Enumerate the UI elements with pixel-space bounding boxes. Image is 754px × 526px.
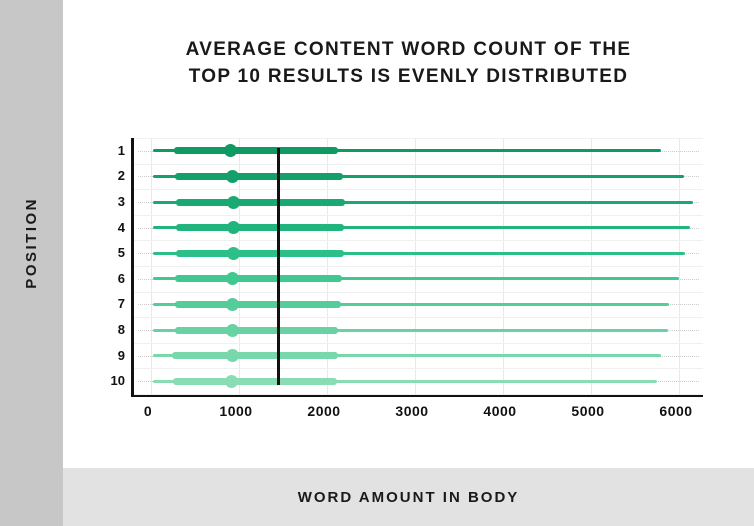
horizontal-gridline — [134, 342, 703, 344]
y-tick-label-4: 4 — [117, 219, 125, 235]
range-line-position-5 — [152, 251, 686, 255]
range-line-position-6 — [152, 277, 679, 281]
average-line — [277, 147, 281, 386]
horizontal-gridline — [134, 291, 703, 293]
mean-dot-position-7 — [226, 297, 240, 311]
y-tick-label-7: 7 — [117, 296, 125, 312]
horizontal-gridline — [134, 214, 703, 216]
y-axis-title: POSITION — [23, 197, 40, 289]
horizontal-gridline — [134, 394, 703, 395]
mean-dot-position-3 — [226, 195, 240, 209]
range-line-position-2 — [152, 174, 685, 178]
x-axis-title-band: WORD AMOUNT IN BODY — [63, 468, 754, 526]
x-tick-label-0: 0 — [143, 403, 153, 419]
mean-dot-position-8 — [225, 323, 239, 337]
x-tick-label-5000: 5000 — [571, 403, 605, 419]
mean-dot-position-1 — [223, 144, 237, 158]
y-tick-label-6: 6 — [117, 270, 125, 286]
y-tick-label-9: 9 — [117, 347, 125, 363]
horizontal-gridline — [134, 368, 703, 370]
mean-dot-position-4 — [226, 221, 240, 235]
iqr-bar-position-2 — [175, 172, 343, 180]
iqr-bar-position-5 — [175, 249, 344, 257]
horizontal-gridline — [134, 163, 703, 165]
chart-title: AVERAGE CONTENT WORD COUNT OF THE TOP 10… — [63, 36, 754, 90]
horizontal-gridline — [134, 266, 703, 267]
range-line-position-3 — [152, 200, 694, 204]
iqr-bar-position-4 — [175, 224, 344, 232]
chart-title-line1: AVERAGE CONTENT WORD COUNT OF THE — [185, 39, 632, 60]
range-line-position-1 — [152, 149, 662, 153]
horizontal-gridline — [134, 138, 703, 139]
y-tick-label-10: 10 — [110, 373, 125, 389]
x-tick-label-4000: 4000 — [483, 403, 517, 419]
range-line-position-8 — [152, 328, 669, 332]
iqr-bar-position-3 — [175, 198, 346, 206]
horizontal-gridline — [134, 317, 703, 319]
y-tick-label-5: 5 — [117, 245, 125, 261]
iqr-bar-position-8 — [175, 326, 339, 334]
mean-dot-position-9 — [225, 349, 239, 363]
range-line-position-9 — [152, 354, 662, 358]
y-tick-label-1: 1 — [117, 142, 125, 158]
plot-area — [131, 138, 703, 397]
x-tick-label-6000: 6000 — [659, 403, 693, 419]
iqr-bar-position-7 — [174, 300, 342, 308]
iqr-bar-position-1 — [173, 147, 339, 155]
mean-dot-position-6 — [226, 272, 240, 286]
range-line-position-4 — [152, 226, 690, 230]
mean-dot-position-10 — [225, 374, 239, 388]
iqr-bar-position-6 — [175, 275, 342, 283]
y-axis-title-band: POSITION — [0, 0, 63, 526]
x-tick-label-2000: 2000 — [307, 403, 341, 419]
mean-dot-position-2 — [226, 169, 240, 183]
x-tick-label-3000: 3000 — [395, 403, 429, 419]
mean-dot-position-5 — [226, 246, 240, 260]
x-axis-title: WORD AMOUNT IN BODY — [297, 488, 520, 506]
iqr-bar-position-9 — [171, 352, 338, 360]
y-tick-label-2: 2 — [117, 168, 125, 184]
horizontal-gridline — [134, 240, 703, 242]
iqr-bar-position-10 — [173, 377, 338, 385]
y-tick-label-3: 3 — [117, 194, 125, 209]
horizontal-gridline — [134, 189, 703, 191]
y-tick-label-8: 8 — [117, 322, 125, 337]
x-tick-label-1000: 1000 — [219, 403, 253, 419]
range-line-position-7 — [152, 302, 670, 306]
range-line-position-10 — [152, 379, 657, 383]
chart-title-line2: TOP 10 RESULTS IS EVENLY DISTRIBUTED — [188, 66, 629, 87]
